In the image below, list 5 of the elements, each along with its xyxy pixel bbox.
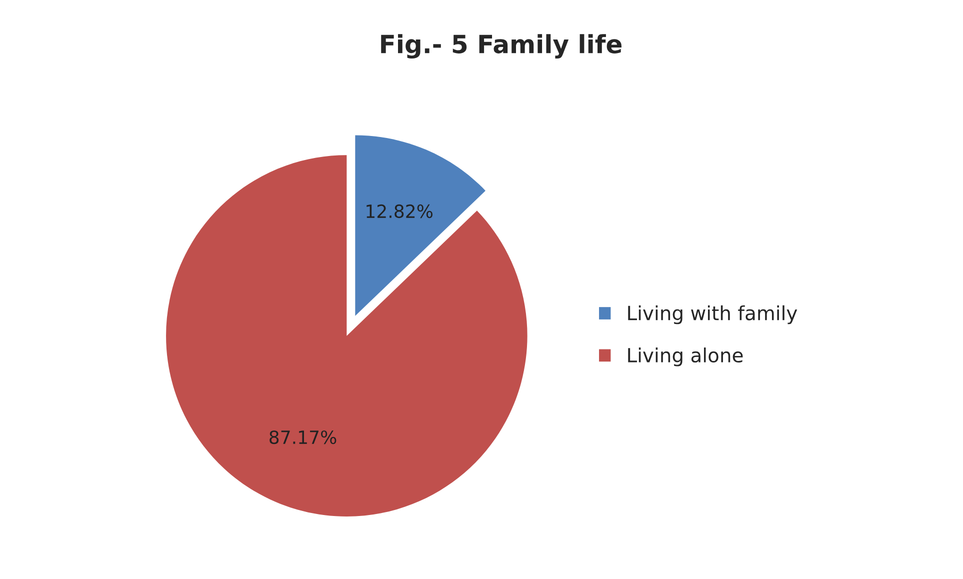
legend-label: Living with family [628, 305, 798, 324]
legend-label: Living alone [628, 347, 743, 366]
data-label: 87.17% [270, 430, 336, 444]
data-label: 12.82% [366, 204, 433, 218]
chart-title: Fig.- 5 Family life [381, 34, 622, 59]
